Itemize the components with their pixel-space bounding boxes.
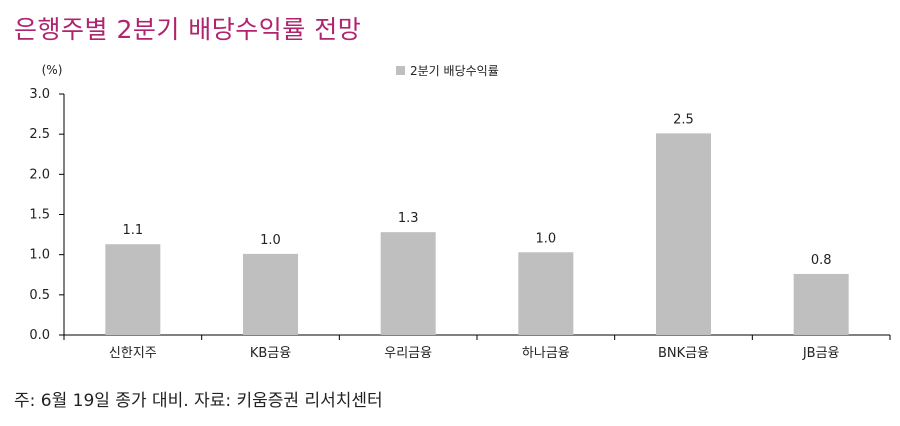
data-labels: 1.1 1.0 1.3 1.0 2.5 0.8 [122, 112, 831, 268]
x-tick-label: BNK금융 [658, 346, 709, 361]
data-label: 1.3 [398, 211, 419, 226]
y-tick-label: 1.5 [29, 208, 50, 223]
legend-label: 2분기 배당수익률 [410, 64, 499, 78]
x-tick-label: 하나금융 [522, 346, 570, 361]
bar [656, 133, 711, 335]
x-tick-label: 우리금융 [384, 346, 432, 361]
chart-title: 은행주별 2분기 배당수익률 전망 [14, 15, 362, 44]
legend-swatch [396, 66, 405, 75]
x-tick-label: 신한지주 [109, 346, 157, 361]
bar [380, 232, 436, 335]
y-tick-label: 0.5 [29, 288, 50, 303]
y-tick-label: 2.0 [29, 167, 50, 182]
y-unit-label: (%) [42, 63, 63, 77]
x-tick-label: JB금융 [802, 346, 840, 361]
y-tick-label: 0.0 [29, 328, 50, 343]
data-label: 0.8 [811, 253, 832, 268]
y-tick-label: 1.0 [29, 248, 50, 263]
data-label: 1.1 [122, 223, 143, 238]
bar [105, 244, 161, 335]
y-tick-label: 2.5 [29, 127, 50, 142]
bar [793, 273, 849, 335]
bar [243, 253, 298, 335]
tick-labels: 3.0 2.5 2.0 1.5 1.0 0.5 0.0 신한지주 KB금융 우리금융 하나금융 BNK… [29, 87, 839, 361]
data-label: 2.5 [673, 112, 694, 127]
data-label: 1.0 [535, 231, 556, 246]
bars [105, 133, 849, 335]
x-tick-label: KB금융 [250, 346, 291, 361]
y-tick-label: 3.0 [29, 87, 50, 102]
bar [518, 252, 574, 335]
data-label: 1.0 [260, 233, 281, 248]
axes [59, 93, 891, 340]
source-note: 주: 6월 19일 종가 대비. 자료: 키움증권 리서치센터 [14, 391, 383, 411]
